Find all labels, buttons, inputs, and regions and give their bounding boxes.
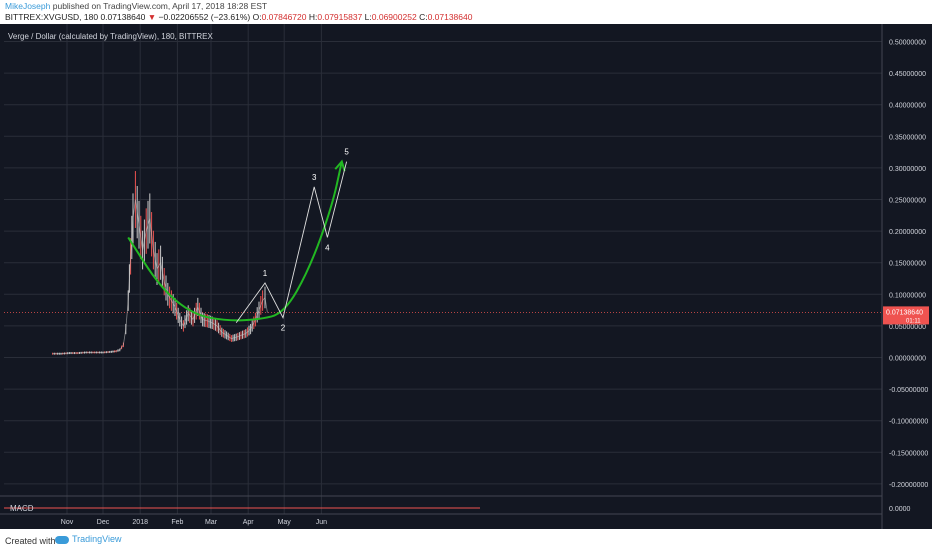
high-label: H: — [308, 12, 318, 22]
price-badge-value: 0.07138640 — [886, 309, 923, 316]
high-value: 0.07915837 — [317, 12, 363, 22]
price-badge — [883, 306, 929, 325]
y-tick-label: -0.10000000 — [889, 419, 928, 426]
open-value: 0.07846720 — [261, 12, 307, 22]
symbol-text: BITTREX:XVGUSD, 180 — [5, 12, 99, 22]
price-badge-timer: 01:11 — [906, 318, 921, 324]
x-tick-label: May — [278, 519, 292, 526]
x-tick-label: Mar — [205, 519, 218, 526]
cup-curve — [127, 161, 343, 322]
close-value-ohlc: 0.07138640 — [427, 12, 473, 22]
wave-label: 3 — [312, 173, 317, 182]
header-bar — [0, 0, 932, 24]
close-label: C: — [419, 12, 428, 22]
x-tick-label: Feb — [171, 519, 183, 526]
ohlc-line: BITTREX:XVGUSD, 180 0.07138640 ▼ −0.0220… — [5, 12, 472, 22]
tradingview-logo[interactable]: TradingView — [55, 534, 122, 544]
macd-label: MACD — [10, 504, 34, 513]
y-tick-label: 0.25000000 — [889, 198, 926, 205]
y-tick-label: -0.05000000 — [889, 387, 928, 394]
x-tick-label: Apr — [243, 519, 255, 526]
x-tick-label: Dec — [97, 519, 110, 526]
curve-arrowhead — [334, 159, 346, 172]
open-label: O: — [252, 12, 262, 22]
down-arrow-icon: ▼ — [147, 12, 157, 22]
y-tick-label: 0.00000000 — [889, 356, 926, 363]
x-tick-label: 2018 — [132, 519, 148, 526]
y-tick-label: 0.05000000 — [889, 324, 926, 331]
low-value: 0.06900252 — [371, 12, 417, 22]
elliott-wave-line — [235, 161, 348, 324]
y-tick-label: 0.10000000 — [889, 292, 926, 299]
y-tick-label: 0.40000000 — [889, 103, 926, 110]
wave-label: 5 — [344, 148, 349, 157]
close-value: 0.07138640 — [100, 12, 146, 22]
y-tick-label: 0.50000000 — [889, 40, 926, 47]
publish-line: MikeJoseph published on TradingView.com,… — [5, 1, 267, 11]
y-tick-label: 0.45000000 — [889, 71, 926, 78]
tradingview-cloud-icon — [55, 535, 69, 544]
x-tick-label: Nov — [61, 519, 74, 526]
low-label: L: — [364, 12, 372, 22]
created-with-text: Created with — [5, 536, 56, 546]
tradingview-brand: TradingView — [72, 534, 122, 544]
author-link[interactable]: MikeJoseph — [5, 1, 51, 11]
wave-label: 2 — [281, 324, 286, 333]
wave-label: 1 — [263, 269, 268, 278]
macd-tick-label: 0.0000 — [889, 506, 911, 513]
y-tick-label: -0.20000000 — [889, 482, 928, 489]
y-tick-label: 0.30000000 — [889, 166, 926, 173]
published-text: published on TradingView.com, April 17, … — [52, 1, 268, 11]
x-tick-label: Jun — [316, 519, 327, 526]
change-text: −0.02206552 (−23.61%) — [158, 12, 251, 22]
y-tick-label: 0.20000000 — [889, 229, 926, 236]
footer-bar — [0, 529, 932, 550]
y-tick-label: -0.15000000 — [889, 450, 928, 457]
y-tick-label: 0.35000000 — [889, 134, 926, 141]
chart-title: Verge / Dollar (calculated by TradingVie… — [8, 32, 213, 41]
wave-label: 4 — [325, 243, 330, 252]
y-tick-label: 0.15000000 — [889, 261, 926, 268]
price-series-line — [52, 199, 268, 355]
